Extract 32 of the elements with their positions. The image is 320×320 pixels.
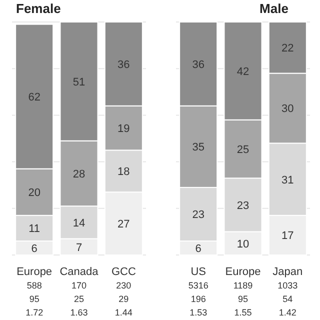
data-label: 19 <box>118 123 130 136</box>
data-label: 18 <box>118 166 130 178</box>
data-label: 25 <box>236 144 250 156</box>
data-label: 23 <box>236 200 250 212</box>
x-tick-label: Canada 170 25 1.63 <box>60 266 100 318</box>
data-label: 42 <box>236 66 250 78</box>
data-label: 7 <box>76 242 82 254</box>
chart-title: Male <box>260 1 288 16</box>
data-label: 51 <box>72 76 86 88</box>
data-label: 31 <box>282 174 294 186</box>
data-label: 14 <box>72 217 86 230</box>
x-tick-label: GCC 230 29 1.44 <box>111 266 136 318</box>
data-label: 6 <box>195 243 202 256</box>
data-label: 11 <box>28 223 40 236</box>
x-tick-label: Europe 588 95 1.72 <box>16 266 52 318</box>
data-label: 17 <box>282 230 294 242</box>
chart-title: Female <box>16 1 61 16</box>
data-label: 27 <box>118 218 130 231</box>
data-label: 36 <box>118 58 130 71</box>
x-tick-label: Europe 1189 95 1.55 <box>225 266 261 318</box>
data-label: 6 <box>31 243 38 256</box>
data-label: 23 <box>192 209 204 222</box>
data-label: 28 <box>72 168 86 180</box>
x-tick-label: US 5316 196 1.53 <box>188 266 208 318</box>
data-label: 22 <box>282 42 294 55</box>
data-label: 36 <box>192 58 204 71</box>
data-label: 10 <box>236 238 250 250</box>
data-label: 62 <box>28 92 40 104</box>
data-label: 30 <box>282 103 294 116</box>
data-label: 20 <box>28 187 40 200</box>
data-label: 35 <box>192 142 204 154</box>
x-tick-label: Japan 1033 54 1.42 <box>272 266 303 318</box>
